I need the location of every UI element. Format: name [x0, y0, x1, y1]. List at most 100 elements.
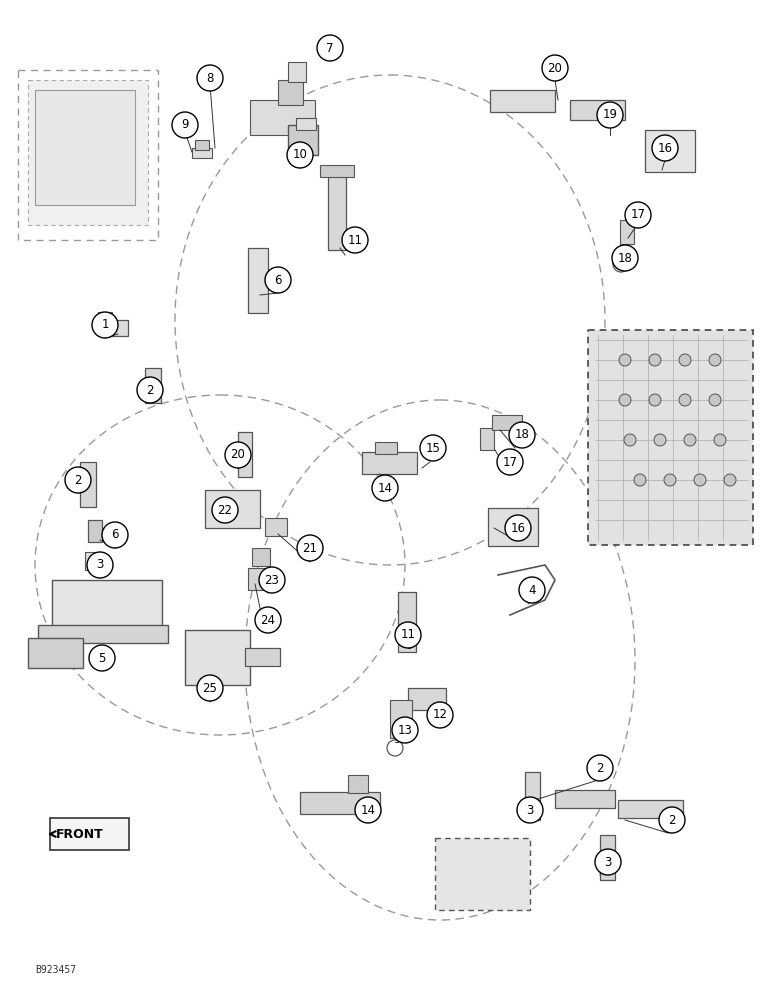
Bar [248, 568, 270, 590]
Circle shape [287, 142, 313, 168]
Circle shape [197, 675, 223, 701]
Circle shape [92, 312, 118, 338]
Text: 17: 17 [631, 209, 645, 222]
Text: 16: 16 [510, 522, 526, 534]
Bar [600, 835, 615, 880]
Circle shape [87, 552, 113, 578]
Text: 21: 21 [303, 542, 317, 554]
Circle shape [654, 434, 666, 446]
Bar [570, 100, 625, 120]
Text: 5: 5 [98, 652, 106, 664]
Circle shape [624, 434, 636, 446]
Bar [195, 140, 209, 150]
Text: 20: 20 [547, 62, 563, 75]
Circle shape [634, 474, 646, 486]
Bar [390, 700, 412, 738]
Bar [362, 452, 417, 474]
Circle shape [679, 394, 691, 406]
Text: 17: 17 [503, 456, 517, 468]
Text: 18: 18 [515, 428, 530, 442]
Bar [618, 800, 683, 818]
Circle shape [137, 377, 163, 403]
Circle shape [89, 645, 115, 671]
Bar [555, 790, 615, 808]
Circle shape [212, 497, 238, 523]
Bar [35, 90, 135, 205]
Circle shape [652, 135, 678, 161]
Circle shape [342, 227, 368, 253]
Bar [80, 462, 96, 507]
Text: FRONT: FRONT [56, 828, 104, 840]
Text: 20: 20 [231, 448, 245, 462]
FancyBboxPatch shape [50, 818, 129, 850]
Bar [320, 165, 354, 177]
Circle shape [259, 567, 285, 593]
Bar [488, 508, 538, 546]
Text: 13: 13 [398, 724, 412, 736]
Circle shape [649, 354, 661, 366]
Circle shape [709, 394, 721, 406]
Bar [205, 490, 260, 528]
Circle shape [372, 475, 398, 501]
Circle shape [625, 202, 651, 228]
Bar [98, 312, 112, 322]
Circle shape [597, 102, 623, 128]
Circle shape [684, 434, 696, 446]
Text: 8: 8 [206, 72, 214, 85]
Bar [238, 432, 252, 477]
Circle shape [542, 55, 568, 81]
Bar [348, 775, 368, 793]
Circle shape [395, 622, 421, 648]
Bar [620, 220, 634, 244]
Circle shape [102, 522, 128, 548]
Circle shape [225, 442, 251, 468]
Text: 2: 2 [146, 383, 154, 396]
Bar [278, 80, 303, 105]
Bar [192, 148, 212, 158]
Bar [245, 648, 280, 666]
Circle shape [497, 449, 523, 475]
Text: 6: 6 [111, 528, 119, 542]
Circle shape [517, 797, 543, 823]
Bar [52, 580, 162, 635]
Circle shape [649, 394, 661, 406]
Text: 14: 14 [361, 804, 375, 816]
Bar [480, 428, 494, 450]
Text: 2: 2 [74, 474, 82, 487]
Text: 7: 7 [327, 41, 334, 54]
Text: 6: 6 [274, 273, 282, 286]
Bar [252, 548, 270, 566]
Bar [38, 625, 168, 643]
Circle shape [612, 245, 638, 271]
Text: 4: 4 [528, 584, 536, 596]
Bar [88, 520, 102, 542]
Text: 3: 3 [527, 804, 533, 816]
Bar [288, 62, 306, 82]
Circle shape [714, 434, 726, 446]
Bar [492, 415, 522, 430]
Bar [435, 838, 530, 910]
Bar [296, 118, 316, 130]
Bar [300, 792, 380, 814]
Text: 16: 16 [658, 141, 672, 154]
Circle shape [392, 717, 418, 743]
Circle shape [297, 535, 323, 561]
Circle shape [505, 515, 531, 541]
Circle shape [694, 474, 706, 486]
Circle shape [197, 65, 223, 91]
Text: 1: 1 [101, 318, 109, 332]
Circle shape [420, 435, 446, 461]
Circle shape [509, 422, 535, 448]
Circle shape [519, 577, 545, 603]
Text: 24: 24 [260, 613, 276, 626]
Circle shape [265, 267, 291, 293]
Bar [248, 248, 268, 313]
Text: 10: 10 [293, 148, 307, 161]
Bar [265, 518, 287, 536]
Bar [288, 125, 318, 155]
Bar [85, 552, 99, 570]
Circle shape [724, 474, 736, 486]
Circle shape [65, 467, 91, 493]
Text: 12: 12 [432, 708, 448, 722]
Bar [145, 368, 161, 403]
